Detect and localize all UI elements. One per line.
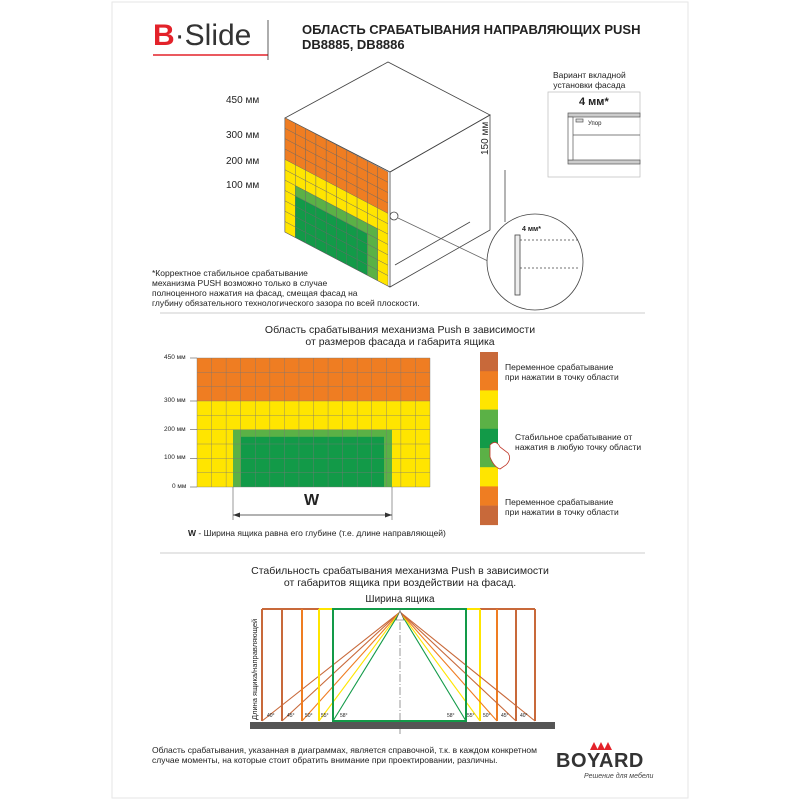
force-line	[399, 611, 467, 722]
detail-marker	[389, 211, 399, 221]
legend-variable-bottom: Переменное срабатывание при нажатии в точ…	[505, 497, 619, 517]
stability-diagram	[250, 608, 555, 735]
disclaimer: Область срабатывания, указанная в диагра…	[152, 745, 537, 765]
drawer-stable	[332, 608, 467, 722]
level-label-450: 450 мм	[226, 95, 260, 106]
inset-drawing	[547, 91, 641, 178]
y-tick-200: 200 мм	[164, 426, 186, 433]
legend-segment	[480, 505, 498, 526]
boyard-logo: BOYARD	[556, 750, 644, 772]
boyard-slogan: Решение для мебели	[584, 773, 654, 780]
width-label: W	[304, 492, 320, 509]
inset-title: Вариант вкладной установки фасада	[553, 70, 626, 90]
angle-label: 55°	[321, 713, 329, 719]
inset-facade	[567, 116, 574, 161]
force-point	[395, 610, 405, 621]
angle-label: 45°	[501, 713, 509, 719]
force-line	[399, 611, 498, 722]
level-label-100: 100 мм	[226, 180, 260, 191]
legend-segment	[480, 467, 498, 487]
detail-facade	[514, 234, 521, 296]
angle-label: 45°	[287, 713, 295, 719]
width-footnote: W - Ширина ящика равна его глубине (т.е.…	[188, 528, 446, 538]
level-label-200: 200 мм	[226, 156, 260, 167]
force-line	[261, 611, 401, 722]
drawer-length-label: Длина ящика/направляющей	[250, 618, 259, 720]
force-line	[399, 611, 517, 722]
cabinet-note: *Корректное стабильное срабатывание механ…	[152, 268, 420, 308]
y-tick-450: 450 мм	[164, 354, 186, 361]
force-line	[301, 611, 401, 722]
angle-label: 55°	[467, 713, 475, 719]
section3-title: Стабильность срабатывания механизма Push…	[251, 565, 549, 589]
angle-label: 50°	[305, 713, 313, 719]
detail-leader	[397, 217, 491, 263]
inset-bottom-panel	[567, 159, 641, 165]
inset-stop	[575, 118, 584, 123]
force-line	[399, 611, 536, 722]
legend-variable-top: Переменное срабатывание при нажатии в точ…	[505, 362, 619, 382]
legend-segment	[480, 371, 498, 391]
detail-circle	[486, 213, 584, 311]
detail-gap-label: 4 мм*	[522, 226, 541, 233]
legend-stable: Стабильное срабатывание от нажатия в любу…	[515, 432, 642, 452]
facade-grid	[285, 118, 388, 286]
facade-cell	[378, 270, 388, 286]
hand-pointer-icon	[489, 442, 510, 470]
legend-segment	[480, 409, 498, 430]
floor	[250, 722, 555, 729]
angle-label: 58°	[447, 713, 455, 719]
bslide-logo: B·Slide	[153, 19, 252, 52]
poster-frame	[111, 1, 689, 799]
angle-label: 50°	[483, 713, 491, 719]
drawer-width-label: Ширина ящика	[365, 594, 435, 605]
angle-label: 40°	[267, 713, 275, 719]
cabinet-side	[389, 114, 491, 288]
legend-segment	[480, 486, 498, 506]
zone-stable-inner	[241, 436, 384, 487]
inset-frame	[547, 91, 641, 178]
inset-gap-label: 4 мм*	[579, 96, 609, 108]
y-tick-0: 0 мм	[172, 483, 187, 490]
force-line	[281, 611, 401, 722]
drawer-runner	[394, 221, 471, 266]
page-title: ОБЛАСТЬ СРАБАТЫВАНИЯ НАПРАВЛЯЮЩИХ PUSH DB…	[302, 22, 641, 52]
y-tick-100: 100 мм	[164, 454, 186, 461]
inset-stop-label: Упор	[588, 121, 602, 127]
cabinet	[284, 61, 584, 311]
angle-label: 40°	[520, 713, 528, 719]
angle-label: 58°	[340, 713, 348, 719]
legend-segment	[480, 352, 498, 372]
height-dimension: 150 мм	[480, 121, 491, 155]
boyard-flame-icon	[590, 742, 612, 750]
section2-title: Область срабатывания механизма Push в за…	[264, 324, 536, 348]
y-tick-300: 300 мм	[164, 397, 186, 404]
legend-segment	[480, 390, 498, 410]
inset-top-panel	[567, 112, 641, 118]
force-line	[332, 611, 401, 722]
level-label-300: 300 мм	[226, 130, 260, 141]
